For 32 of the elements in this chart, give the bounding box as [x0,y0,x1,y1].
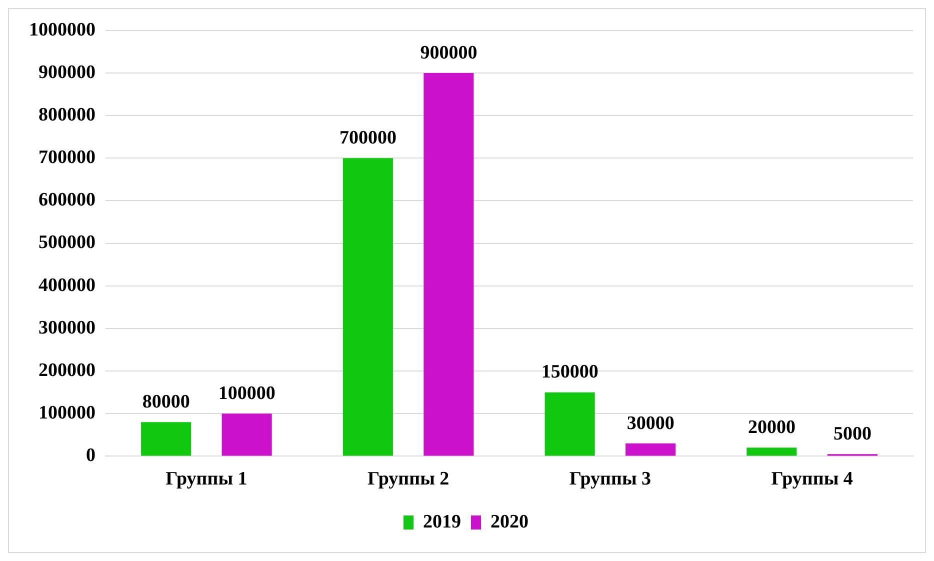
legend-label: 2020 [490,511,528,532]
x-tick-label: Группы 3 [569,468,652,490]
data-label: 80000 [142,392,190,413]
data-label: 150000 [541,362,598,383]
y-tick-label: 700000 [38,147,96,168]
bar [141,422,192,456]
bar [544,392,595,456]
data-label: 700000 [339,128,396,149]
bar [626,443,676,456]
y-tick-label: 1000000 [29,19,96,40]
bar [222,414,272,456]
y-tick-label: 400000 [38,274,96,296]
y-tick-label: 600000 [38,190,96,211]
bar [746,448,797,456]
y-tick-label: 800000 [38,104,96,126]
y-tick-label: 200000 [38,360,96,381]
legend-label: 2019 [423,511,461,532]
data-label: 20000 [748,417,796,438]
bar [424,72,474,456]
x-tick-label: Группы 4 [771,468,854,490]
data-label: 30000 [626,412,674,434]
y-tick-label: 900000 [38,62,96,83]
x-tick-label: Группы 1 [166,468,248,490]
y-tick-label: 0 [86,445,96,466]
x-tick-label: Группы 2 [367,468,450,490]
bar [342,158,393,456]
data-label: 5000 [833,423,872,444]
y-tick-label: 500000 [38,232,96,254]
data-label: 100000 [218,383,276,404]
data-label: 900000 [420,42,478,64]
y-tick-label: 300000 [38,317,96,338]
y-tick-label: 100000 [38,402,96,424]
